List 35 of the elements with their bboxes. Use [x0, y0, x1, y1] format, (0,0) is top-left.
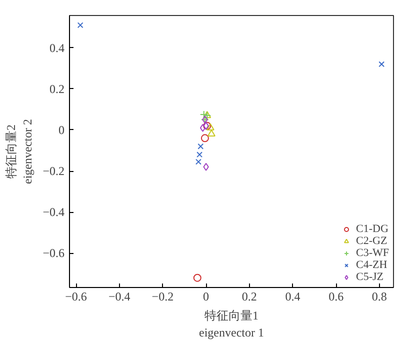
legend-label: C2-GZ — [356, 235, 388, 247]
point — [207, 129, 216, 137]
point — [203, 122, 209, 130]
point — [203, 162, 209, 171]
point — [196, 152, 203, 158]
legend-label: C4-ZH — [356, 259, 388, 271]
point — [77, 22, 84, 28]
x-tick-label: 0.4 — [285, 290, 300, 304]
y-tick-label: −0.2 — [42, 164, 65, 178]
x-tick-label: 0.6 — [328, 290, 344, 304]
legend-label: C3-WF — [356, 247, 389, 259]
point — [198, 143, 204, 150]
y-tick-label: 0.2 — [50, 82, 64, 96]
y-axis-title: 特征向量2 eigenvector 2 — [4, 119, 35, 184]
x-tick-label: 0.8 — [372, 290, 387, 304]
x-tick-label: 0.2 — [242, 290, 257, 304]
x-tick-label: 0 — [203, 290, 210, 304]
x-tick-label: −0.2 — [152, 290, 174, 304]
y-tick-label: −0.6 — [42, 246, 65, 260]
y-tick-label: 0 — [58, 122, 64, 137]
point — [200, 134, 209, 142]
point — [203, 122, 212, 130]
y-tick-label: −0.4 — [42, 205, 65, 220]
point — [206, 123, 214, 130]
x-tick-label: −0.6 — [65, 290, 87, 304]
point — [378, 61, 385, 68]
point — [200, 124, 206, 132]
legend-label: C1-DG — [356, 223, 388, 235]
point — [195, 158, 202, 165]
legend-label: C5-JZ — [356, 271, 384, 283]
point — [200, 110, 208, 119]
x-tick-label: −0.4 — [108, 290, 130, 304]
point — [193, 274, 202, 282]
x-axis-title: 特征向量1 eigenvector 1 — [199, 308, 264, 340]
y-tick-label: 0.4 — [50, 40, 64, 55]
